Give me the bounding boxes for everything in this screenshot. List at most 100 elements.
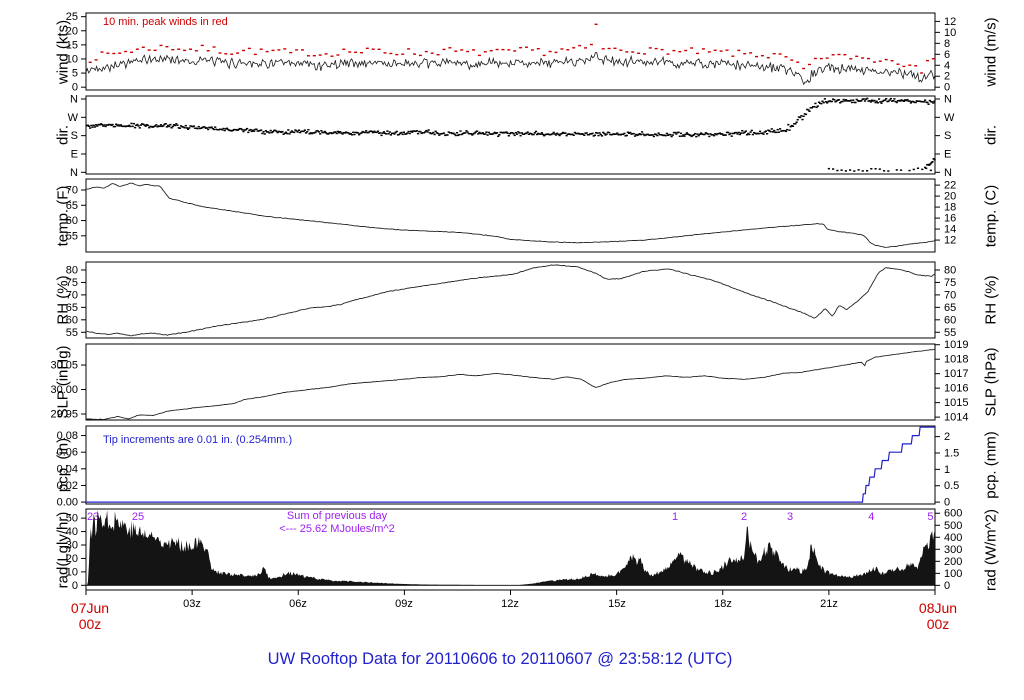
svg-text:1017: 1017 xyxy=(944,368,968,380)
svg-text:E: E xyxy=(71,148,78,160)
svg-text:1018: 1018 xyxy=(944,354,968,366)
svg-text:4: 4 xyxy=(868,511,874,523)
x-tick-03z: 03z xyxy=(183,598,201,610)
svg-text:65: 65 xyxy=(944,302,956,314)
rad-sum-annotation-line1: Sum of previous day xyxy=(286,510,388,522)
x-tick-21z: 21z xyxy=(820,598,838,610)
svg-text:0.06: 0.06 xyxy=(57,447,78,459)
rad-right-axis-label: rad (W/m^2) xyxy=(982,508,1000,591)
svg-text:16: 16 xyxy=(944,213,956,225)
svg-text:N: N xyxy=(944,167,952,179)
svg-text:3: 3 xyxy=(787,511,793,523)
temp-right-axis-label: temp. (C) xyxy=(982,184,1000,247)
x-start-hour: 00z xyxy=(78,616,102,632)
svg-text:0: 0 xyxy=(72,580,78,592)
svg-text:20: 20 xyxy=(944,191,956,203)
x-end-hour: 00z xyxy=(926,616,950,632)
svg-text:10: 10 xyxy=(66,53,78,65)
svg-text:23: 23 xyxy=(87,511,99,523)
svg-text:1014: 1014 xyxy=(944,412,968,424)
svg-text:25: 25 xyxy=(66,11,78,23)
slp-right-axis-label: SLP (hPa) xyxy=(982,347,1000,417)
svg-text:N: N xyxy=(944,93,952,105)
rad-left-axis-label: rad(Lgly/hr) xyxy=(54,511,72,588)
svg-text:30.00: 30.00 xyxy=(50,384,78,396)
svg-text:70: 70 xyxy=(66,184,78,196)
svg-text:W: W xyxy=(68,112,79,124)
svg-text:W: W xyxy=(944,112,955,124)
svg-text:0.04: 0.04 xyxy=(57,463,78,475)
x-tick-06z: 06z xyxy=(289,598,307,610)
pcp-right-axis-label: pcp. (mm) xyxy=(982,431,1000,499)
svg-text:2: 2 xyxy=(944,71,950,83)
rh-right-axis-label: RH (%) xyxy=(982,275,1000,325)
svg-text:80: 80 xyxy=(66,264,78,276)
svg-text:2: 2 xyxy=(944,431,950,443)
svg-text:10: 10 xyxy=(944,27,956,39)
svg-text:15: 15 xyxy=(66,39,78,51)
svg-text:18: 18 xyxy=(944,202,956,214)
svg-text:100: 100 xyxy=(944,568,962,580)
svg-text:200: 200 xyxy=(944,556,962,568)
svg-text:5: 5 xyxy=(927,511,933,523)
svg-text:600: 600 xyxy=(944,508,962,520)
temp-left-axis-label: temp. (F) xyxy=(54,185,72,246)
svg-text:75: 75 xyxy=(66,277,78,289)
svg-text:1016: 1016 xyxy=(944,383,968,395)
x-tick-09z: 09z xyxy=(395,598,413,610)
svg-text:S: S xyxy=(71,130,78,142)
svg-text:55: 55 xyxy=(66,327,78,339)
svg-text:25: 25 xyxy=(132,511,144,523)
svg-text:E: E xyxy=(944,148,951,160)
pcp-left-axis-label: pcp. (in) xyxy=(54,437,72,493)
dir-left-axis-label: dir. xyxy=(54,124,72,146)
svg-text:1: 1 xyxy=(672,511,678,523)
rad-sum-annotation-line2: <--- 25.62 MJoules/m^2 xyxy=(279,523,395,535)
svg-text:300: 300 xyxy=(944,544,962,556)
svg-text:2: 2 xyxy=(741,511,747,523)
wind-right-axis-label: wind (m/s) xyxy=(982,16,1000,87)
svg-text:12: 12 xyxy=(944,235,956,247)
svg-text:12: 12 xyxy=(944,16,956,28)
svg-text:0: 0 xyxy=(944,497,950,509)
svg-text:400: 400 xyxy=(944,532,962,544)
svg-text:1015: 1015 xyxy=(944,397,968,409)
svg-text:10: 10 xyxy=(66,566,78,578)
svg-text:8: 8 xyxy=(944,38,950,50)
rh-left-axis-label: RH (%) xyxy=(54,275,72,325)
svg-text:60: 60 xyxy=(66,215,78,227)
svg-text:1019: 1019 xyxy=(944,339,968,351)
x-start-date: 07Jun xyxy=(70,600,110,616)
svg-text:50: 50 xyxy=(66,513,78,525)
svg-text:0.00: 0.00 xyxy=(57,497,78,509)
svg-text:70: 70 xyxy=(944,289,956,301)
pcp-tip-annotation: Tip increments are 0.01 in. (0.254mm.) xyxy=(103,434,293,446)
svg-text:0.02: 0.02 xyxy=(57,480,78,492)
svg-text:N: N xyxy=(70,93,78,105)
page-title: UW Rooftop Data for 20110606 to 20110607… xyxy=(267,650,733,668)
x-tick-12z: 12z xyxy=(501,598,519,610)
x-end-date: 08Jun xyxy=(918,600,958,616)
svg-text:N: N xyxy=(70,167,78,179)
svg-text:14: 14 xyxy=(944,224,956,236)
svg-text:0: 0 xyxy=(72,82,78,94)
svg-text:0.08: 0.08 xyxy=(57,430,78,442)
svg-text:6: 6 xyxy=(944,49,950,61)
svg-text:75: 75 xyxy=(944,277,956,289)
svg-text:0: 0 xyxy=(944,580,950,592)
x-tick-18z: 18z xyxy=(714,598,732,610)
svg-text:500: 500 xyxy=(944,520,962,532)
svg-text:S: S xyxy=(944,130,951,142)
svg-text:22: 22 xyxy=(944,180,956,192)
svg-text:70: 70 xyxy=(66,289,78,301)
svg-text:55: 55 xyxy=(944,327,956,339)
svg-text:60: 60 xyxy=(944,314,956,326)
svg-text:1.5: 1.5 xyxy=(944,447,959,459)
svg-text:4: 4 xyxy=(944,60,950,72)
svg-text:20: 20 xyxy=(66,553,78,565)
x-tick-15z: 15z xyxy=(608,598,626,610)
svg-text:55: 55 xyxy=(66,230,78,242)
svg-text:65: 65 xyxy=(66,302,78,314)
